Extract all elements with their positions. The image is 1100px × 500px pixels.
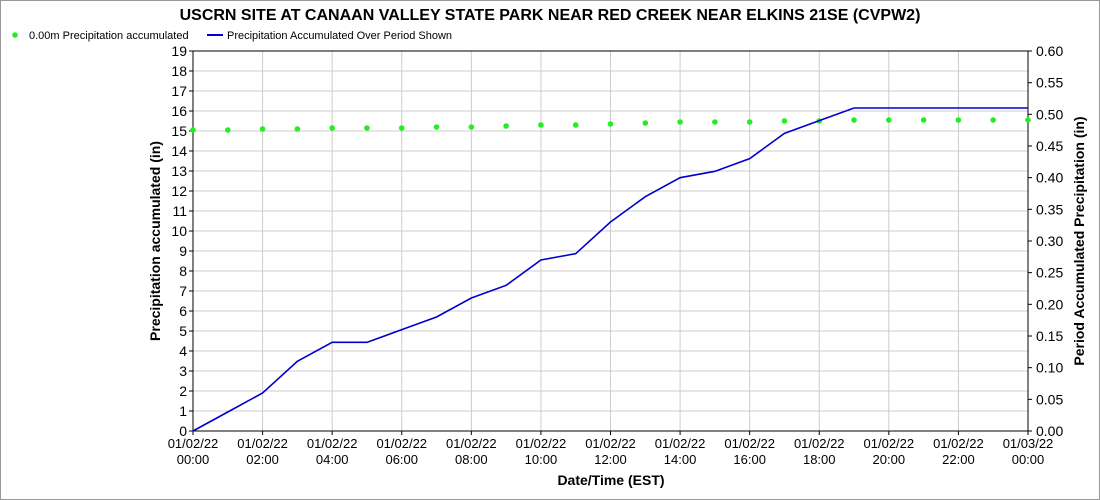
y-right-tick-label: 0.00 [1036, 423, 1063, 439]
x-tick-time-label: 02:00 [246, 452, 279, 467]
x-tick-date-label: 01/02/22 [585, 436, 636, 451]
x-tick-time-label: 22:00 [942, 452, 975, 467]
x-tick-date-label: 01/02/22 [446, 436, 497, 451]
scatter-point-precipitation [1025, 117, 1031, 123]
y-right-tick-label: 0.30 [1036, 233, 1063, 249]
y-left-tick-label: 3 [179, 363, 187, 379]
x-tick-date-label: 01/03/22 [1003, 436, 1054, 451]
scatter-point-precipitation [503, 123, 509, 129]
scatter-point-precipitation [781, 118, 788, 124]
y-left-tick-label: 6 [179, 303, 187, 319]
x-tick-date-label: 01/02/22 [655, 436, 706, 451]
y-left-tick-label: 0 [179, 423, 187, 439]
y-left-tick-label: 1 [179, 403, 187, 419]
y-right-tick-label: 0.10 [1036, 360, 1063, 376]
scatter-point-precipitation [746, 119, 753, 125]
scatter-point-precipitation [990, 117, 997, 123]
x-tick-time-label: 00:00 [177, 452, 210, 467]
y-right-tick-label: 0.25 [1036, 265, 1063, 281]
x-tick-time-label: 00:00 [1012, 452, 1045, 467]
y-left-tick-label: 15 [171, 123, 187, 139]
y-left-tick-label: 4 [179, 343, 187, 359]
scatter-point-precipitation [920, 117, 927, 123]
y-left-tick-label: 13 [171, 163, 187, 179]
scatter-point-precipitation [294, 126, 301, 132]
x-tick-date-label: 01/02/22 [237, 436, 288, 451]
x-tick-date-label: 01/02/22 [724, 436, 775, 451]
scatter-point-precipitation [851, 117, 857, 123]
y-right-tick-label: 0.45 [1036, 138, 1063, 154]
x-tick-date-label: 01/02/22 [307, 436, 358, 451]
y-left-tick-label: 17 [171, 83, 187, 99]
x-tick-date-label: 01/02/22 [376, 436, 427, 451]
y-left-tick-label: 11 [172, 203, 187, 219]
scatter-point-precipitation [364, 125, 370, 131]
y-right-tick-label: 0.40 [1036, 170, 1063, 186]
y-left-tick-label: 14 [171, 143, 187, 159]
y-axis-right-label: Period Accumulated Precipitation (in) [1071, 116, 1087, 365]
y-left-tick-label: 10 [171, 223, 187, 239]
y-left-tick-label: 7 [179, 283, 187, 299]
y-left-tick-label: 18 [171, 63, 187, 79]
y-left-tick-label: 9 [179, 243, 187, 259]
scatter-point-precipitation [329, 125, 335, 131]
scatter-point-precipitation [607, 121, 614, 127]
x-tick-date-label: 01/02/22 [168, 436, 219, 451]
scatter-point-precipitation [712, 119, 718, 125]
scatter-point-precipitation [398, 125, 405, 131]
scatter-point-precipitation [259, 126, 266, 132]
series-layer [190, 107, 1031, 432]
y-right-tick-label: 0.05 [1036, 391, 1063, 407]
y-right-tick-label: 0.60 [1036, 43, 1063, 59]
y-right-tick-label: 0.35 [1036, 201, 1063, 217]
x-axis-label: Date/Time (EST) [557, 472, 664, 488]
chart-title: USCRN SITE AT CANAAN VALLEY STATE PARK N… [180, 7, 921, 24]
scatter-point-precipitation [224, 127, 231, 133]
x-tick-time-label: 04:00 [316, 452, 349, 467]
x-tick-time-label: 18:00 [803, 452, 836, 467]
legend-marker-scatter [12, 32, 18, 38]
y-axis-right-ticks: 0.00 0.05 0.10 0.15 0.20 0.25 0.30 0.35 0.40 0.45… [1028, 43, 1063, 439]
scatter-point-precipitation [572, 122, 579, 128]
scatter-point-precipitation [190, 127, 196, 133]
chart-legend: 0.00m Precipitation accumulated Precipit… [12, 30, 452, 42]
y-right-tick-label: 0.55 [1036, 75, 1063, 91]
y-left-tick-label: 8 [179, 263, 187, 279]
x-tick-date-label: 01/02/22 [933, 436, 984, 451]
series-line-period-accumulated [192, 107, 1028, 432]
y-left-tick-label: 12 [171, 183, 187, 199]
x-tick-time-label: 14:00 [664, 452, 697, 467]
x-tick-date-label: 01/02/22 [864, 436, 915, 451]
y-left-tick-label: 5 [179, 323, 187, 339]
y-right-tick-label: 0.20 [1036, 296, 1063, 312]
x-tick-time-label: 10:00 [525, 452, 558, 467]
scatter-point-precipitation [468, 124, 475, 130]
x-tick-date-label: 01/02/22 [794, 436, 845, 451]
legend-label-line: Precipitation Accumulated Over Period Sh… [227, 30, 452, 42]
grid-lines [192, 50, 1029, 432]
scatter-point-precipitation [886, 117, 892, 123]
x-tick-time-label: 06:00 [385, 452, 418, 467]
scatter-point-precipitation [955, 117, 962, 123]
x-tick-time-label: 08:00 [455, 452, 488, 467]
x-tick-time-label: 20:00 [873, 452, 906, 467]
scatter-point-precipitation [642, 120, 649, 126]
y-left-tick-label: 16 [171, 103, 187, 119]
scatter-point-precipitation [538, 122, 544, 128]
y-left-tick-label: 2 [179, 383, 187, 399]
x-axis-ticks: 01/02/2200:0001/02/2202:0001/02/2204:000… [168, 431, 1054, 467]
x-tick-time-label: 12:00 [594, 452, 627, 467]
x-tick-time-label: 16:00 [733, 452, 766, 467]
legend-label-scatter: 0.00m Precipitation accumulated [29, 30, 189, 42]
scatter-point-precipitation [677, 119, 683, 125]
y-right-tick-label: 0.15 [1036, 328, 1063, 344]
y-axis-left-label: Precipitation accumulated (in) [147, 141, 163, 341]
y-right-tick-label: 0.50 [1036, 106, 1063, 122]
x-tick-date-label: 01/02/22 [516, 436, 567, 451]
scatter-point-precipitation [433, 124, 440, 130]
y-left-tick-label: 19 [171, 43, 187, 59]
